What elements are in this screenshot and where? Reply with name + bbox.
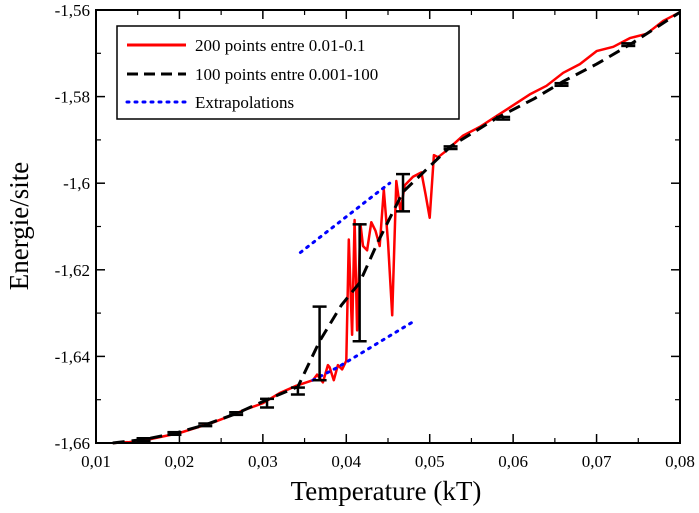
y-tick-label: -1,66 [55,434,90,453]
error-bar [496,115,511,121]
legend-label-series-1: 200 points entre 0.01-0.1 [195,36,365,55]
series-line-2 [112,10,681,445]
error-bar [229,411,244,417]
legend-label-series-3: Extrapolations [195,93,294,112]
y-tick-label: -1,64 [55,347,91,366]
x-tick-label: 0,04 [331,452,361,471]
error-bar [554,81,569,88]
x-tick-label: 0,06 [498,452,528,471]
error-bar [136,436,151,443]
legend-box [116,25,460,120]
error-bar [396,172,411,213]
error-bar [352,223,367,343]
plot-frame [95,9,681,444]
error-bar [198,422,213,428]
x-axis-ticks: 0,01 0,02 0,03 0,04 0,05 0,06 0,07 0,08 [81,10,695,471]
error-bar [443,145,458,151]
legend-label-series-2: 100 points entre 0.001-100 [195,65,378,84]
error-bar [290,386,305,396]
series-line-3-part-2 [311,320,415,382]
error-bar [260,397,275,409]
x-axis-title: Temperature (kT) [291,476,482,506]
error-bar [167,430,182,437]
x-tick-label: 0,05 [415,452,445,471]
error-bar [621,42,636,48]
legend: 200 points entre 0.01-0.1 100 points ent… [116,25,460,120]
x-tick-label: 0,08 [665,452,695,471]
error-bar [312,305,327,382]
y-axis-title: Energie/site [4,162,34,290]
y-tick-label: -1,62 [55,261,90,280]
x-tick-label: 0,02 [165,452,195,471]
x-tick-label: 0,01 [81,452,111,471]
x-tick-label: 0,07 [582,452,612,471]
y-tick-label: -1,6 [63,174,90,193]
x-tick-label: 0,03 [248,452,278,471]
y-tick-label: -1,58 [55,88,90,107]
y-axis-ticks: -1,66 -1,64 -1,62 -1,6 -1,58 -1,56 [55,1,680,453]
error-bars [136,42,636,443]
y-tick-label: -1,56 [55,1,90,20]
series-line-3-part-1 [298,181,392,254]
